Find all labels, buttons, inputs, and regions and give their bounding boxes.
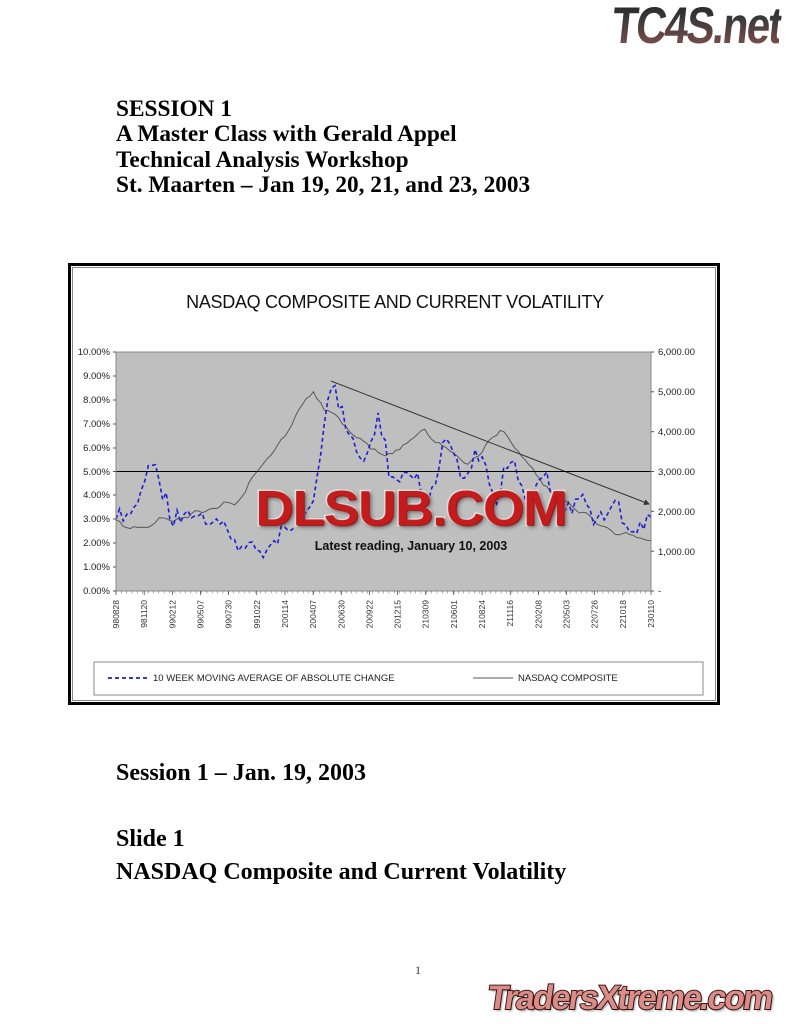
svg-text:981120: 981120: [139, 600, 149, 628]
svg-text:4,000.00: 4,000.00: [658, 427, 695, 438]
svg-text:3.00%: 3.00%: [83, 514, 110, 525]
svg-text:990507: 990507: [195, 600, 205, 629]
svg-text:NASDAQ COMPOSITE: NASDAQ COMPOSITE: [518, 673, 618, 684]
svg-text:7.00%: 7.00%: [83, 419, 110, 430]
svg-text:220208: 220208: [533, 600, 543, 629]
svg-text:-: -: [658, 586, 661, 597]
svg-text:980828: 980828: [111, 600, 121, 629]
svg-text:211116: 211116: [505, 600, 515, 627]
svg-text:990730: 990730: [224, 600, 234, 629]
svg-text:2.00%: 2.00%: [83, 538, 110, 549]
svg-text:201215: 201215: [393, 600, 403, 629]
svg-text:220726: 220726: [590, 600, 600, 629]
svg-text:200114: 200114: [280, 600, 290, 628]
svg-text:990212: 990212: [167, 600, 177, 629]
svg-text:200407: 200407: [308, 600, 318, 629]
svg-text:9.00%: 9.00%: [83, 371, 110, 382]
svg-text:230110: 230110: [646, 600, 656, 628]
svg-text:3,000.00: 3,000.00: [658, 467, 695, 478]
svg-text:200630: 200630: [336, 600, 346, 629]
svg-text:5.00%: 5.00%: [83, 467, 110, 478]
svg-text:210824: 210824: [477, 600, 487, 629]
svg-text:221018: 221018: [618, 600, 628, 629]
svg-text:6.00%: 6.00%: [83, 443, 110, 454]
svg-text:6,000.00: 6,000.00: [658, 347, 695, 358]
svg-text:200922: 200922: [364, 600, 374, 629]
svg-text:1,000.00: 1,000.00: [658, 547, 695, 558]
svg-text:4.00%: 4.00%: [83, 490, 110, 501]
svg-text:0.00%: 0.00%: [83, 586, 110, 597]
svg-text:220503: 220503: [562, 600, 572, 629]
svg-text:5,000.00: 5,000.00: [658, 387, 695, 398]
svg-text:1.00%: 1.00%: [83, 562, 110, 573]
svg-text:10 WEEK MOVING AVERAGE OF ABSO: 10 WEEK MOVING AVERAGE OF ABSOLUTE CHANG…: [153, 673, 395, 684]
svg-text:210309: 210309: [421, 600, 431, 629]
svg-text:2,000.00: 2,000.00: [658, 507, 695, 518]
svg-text:10.00%: 10.00%: [78, 347, 111, 358]
svg-text:210601: 210601: [449, 600, 459, 629]
svg-text:991022: 991022: [252, 600, 262, 629]
svg-text:8.00%: 8.00%: [83, 395, 110, 406]
